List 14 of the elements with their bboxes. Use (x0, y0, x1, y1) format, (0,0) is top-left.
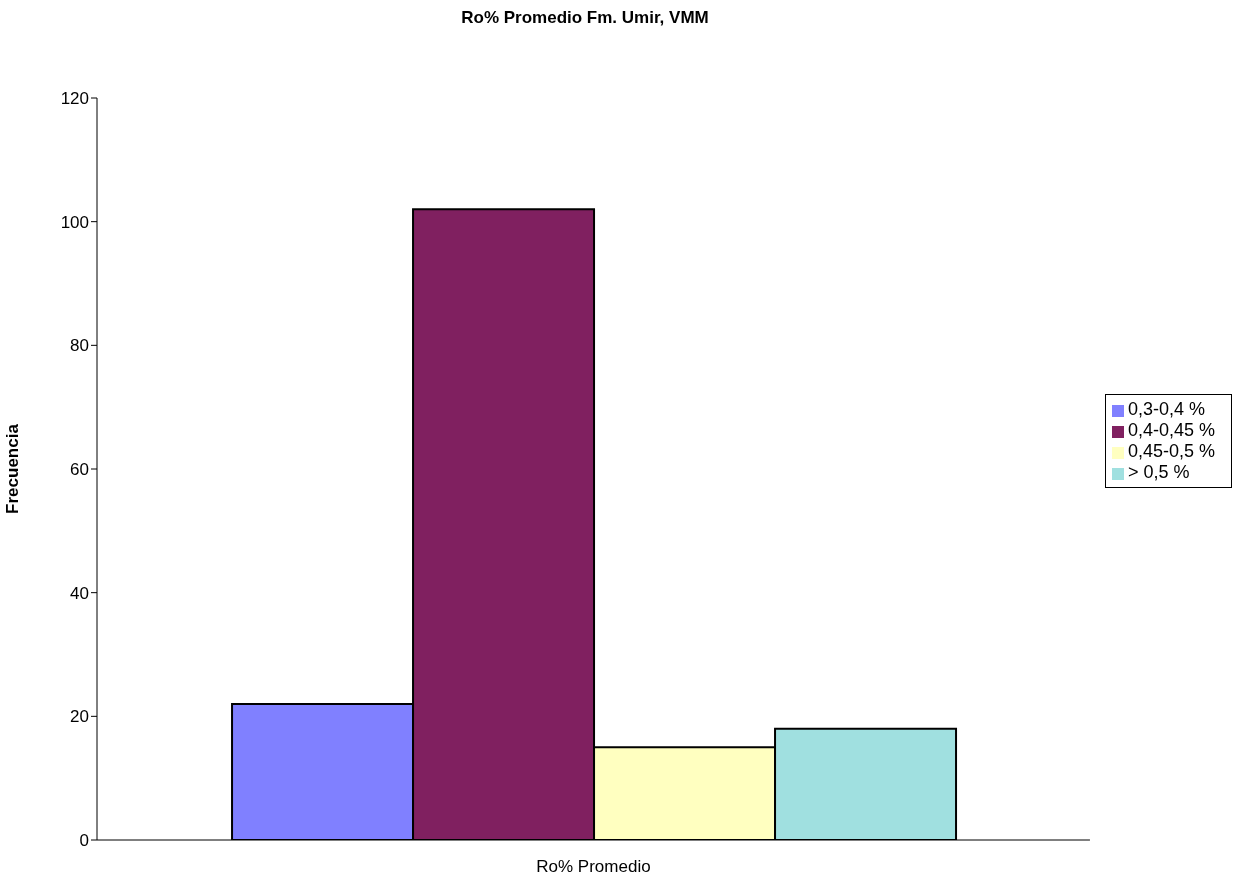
y-tick-label: 100 (60, 212, 89, 232)
y-tick-label: 120 (60, 89, 89, 109)
legend-label: 0,3-0,4 % (1127, 399, 1205, 419)
y-tick-label: 40 (70, 583, 89, 603)
y-axis-title: Frecuencia (3, 423, 23, 514)
x-axis-title: Ro% Promedio (536, 857, 651, 876)
y-tick-label: 60 (70, 460, 89, 480)
y-tick-label: 0 (79, 831, 89, 851)
y-tick-label: 20 (70, 707, 89, 727)
legend-label: > 0,5 % (1127, 462, 1190, 482)
legend-label: 0,45-0,5 % (1127, 441, 1215, 461)
legend-label: 0,4-0,45 % (1127, 420, 1215, 440)
y-tick-label: 80 (70, 336, 89, 356)
chart-title: Ro% Promedio Fm. Umir, VMM (460, 8, 710, 28)
